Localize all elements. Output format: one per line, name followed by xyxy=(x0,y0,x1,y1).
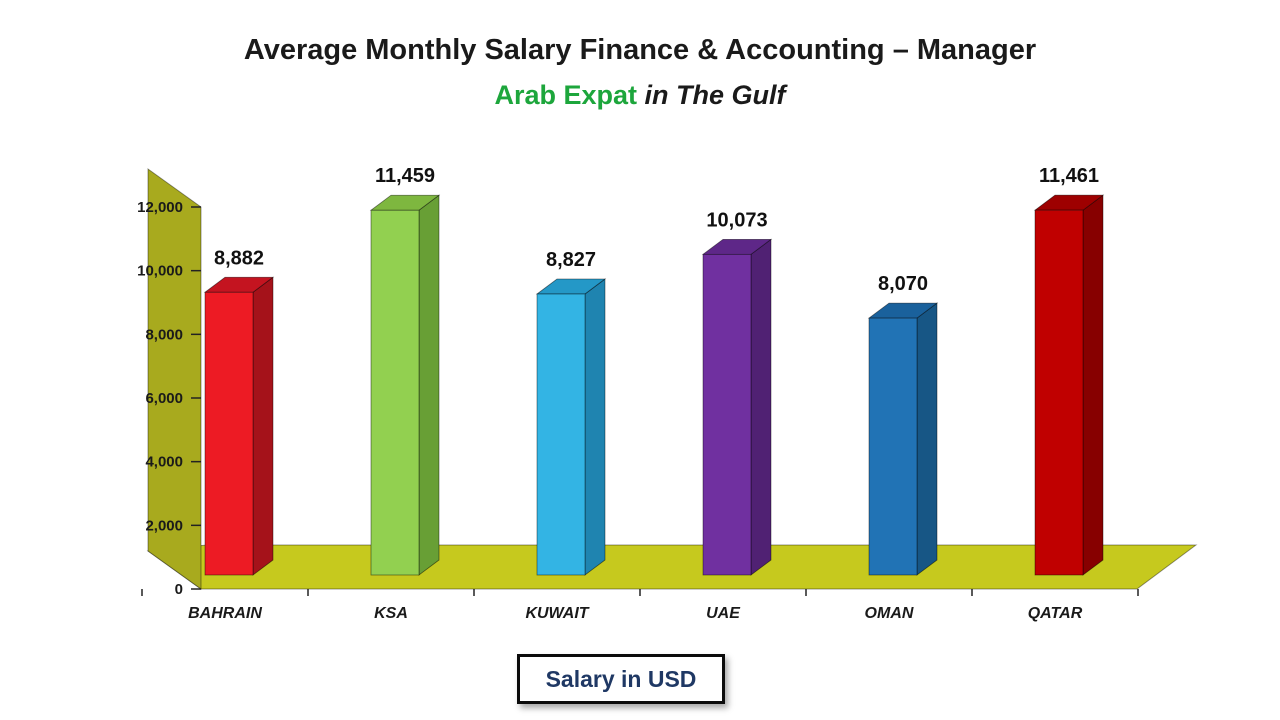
bar-kuwait-front xyxy=(536,293,586,576)
category-label-kuwait: KUWAIT xyxy=(525,605,589,622)
category-label-qatar: QATAR xyxy=(1028,605,1083,622)
value-label-ksa: 11,459 xyxy=(375,165,435,187)
value-label-qatar: 11,461 xyxy=(1039,165,1099,187)
y-axis-label: 6,000 xyxy=(145,390,183,407)
bar-qatar-side xyxy=(1082,194,1104,576)
value-label-bahrain: 8,882 xyxy=(214,247,264,269)
category-label-uae: UAE xyxy=(706,605,741,622)
bar-kuwait-side xyxy=(584,278,606,576)
bar-bahrain-front xyxy=(204,291,254,576)
subtitle-rest: in The Gulf xyxy=(637,80,786,110)
value-label-uae: 10,073 xyxy=(706,209,767,231)
chart-subtitle: Arab Expat in The Gulf xyxy=(0,80,1280,111)
bar-uae-side xyxy=(750,238,772,576)
category-label-ksa: KSA xyxy=(374,605,408,622)
salary-unit-label: Salary in USD xyxy=(545,665,697,692)
y-axis-label: 10,000 xyxy=(137,263,183,280)
y-axis-label: 8,000 xyxy=(145,326,183,343)
bar-ksa-side xyxy=(418,194,440,576)
chart-title: Average Monthly Salary Finance & Account… xyxy=(243,34,1037,66)
y-axis-label: 4,000 xyxy=(145,454,183,471)
bar-uae-front xyxy=(702,253,752,576)
y-axis-label: 2,000 xyxy=(145,517,183,534)
bar-oman-side xyxy=(916,302,938,576)
bar-qatar-front xyxy=(1034,209,1084,576)
value-label-kuwait: 8,827 xyxy=(546,249,596,271)
value-label-oman: 8,070 xyxy=(878,273,928,295)
category-label-oman: OMAN xyxy=(865,605,914,622)
bar-bahrain-side xyxy=(252,276,274,576)
bar-ksa-front xyxy=(370,209,420,576)
y-axis-label: 12,000 xyxy=(137,199,183,216)
salary-unit-box: Salary in USD xyxy=(517,654,725,704)
category-label-bahrain: BAHRAIN xyxy=(188,605,262,622)
y-axis-label: 0 xyxy=(175,581,183,598)
subtitle-highlight: Arab Expat xyxy=(494,80,638,110)
bar-oman-front xyxy=(868,317,918,576)
